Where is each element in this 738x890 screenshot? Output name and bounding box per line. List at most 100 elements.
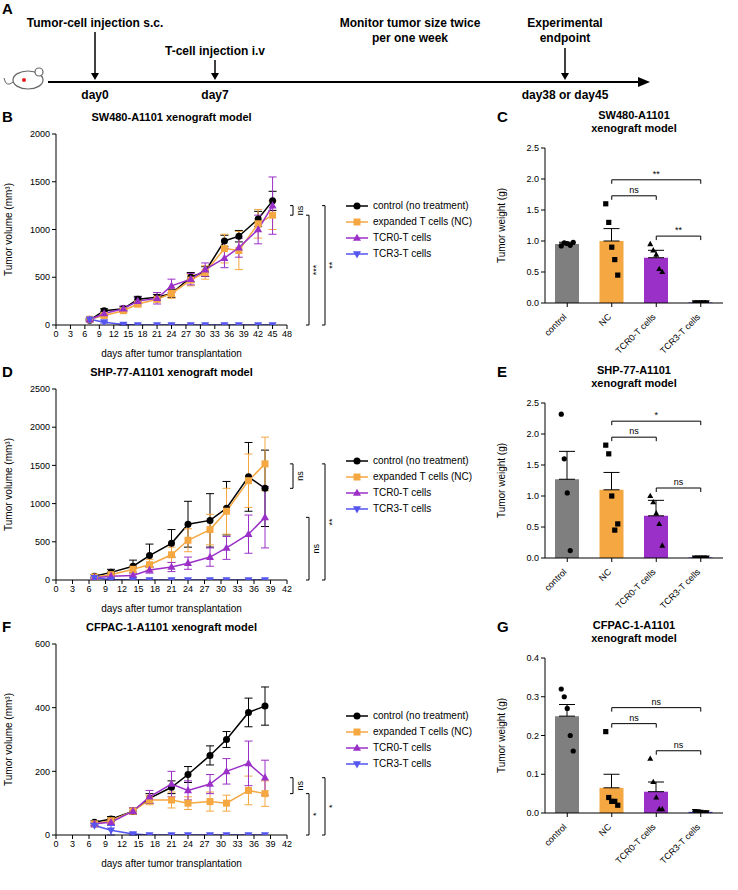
svg-text:2.0: 2.0 (526, 174, 539, 184)
svg-text:TCR3-T cells: TCR3-T cells (658, 566, 702, 610)
svg-text:ns: ns (674, 740, 684, 750)
svg-text:1.0: 1.0 (526, 491, 539, 501)
svg-text:ns: ns (295, 471, 305, 481)
svg-text:ns: ns (311, 543, 321, 553)
svg-text:**: ** (327, 261, 337, 269)
svg-text:0: 0 (45, 830, 50, 840)
svg-text:ns: ns (295, 205, 305, 215)
svg-text:*: * (327, 804, 337, 808)
svg-text:39: 39 (265, 839, 275, 849)
svg-text:ns: ns (674, 477, 684, 487)
svg-text:18: 18 (138, 329, 148, 339)
svg-text:**: ** (653, 169, 661, 179)
svg-text:2000: 2000 (30, 422, 50, 432)
svg-text:6: 6 (86, 584, 91, 594)
svg-text:12: 12 (109, 329, 119, 339)
svg-text:30: 30 (216, 839, 226, 849)
svg-text:ns: ns (295, 780, 305, 790)
svg-text:0.0: 0.0 (526, 808, 539, 818)
svg-text:18: 18 (150, 584, 160, 594)
svg-text:days after tumor transplantati: days after tumor transplantation (101, 858, 242, 869)
svg-text:39: 39 (239, 329, 249, 339)
svg-text:control: control (542, 567, 568, 593)
svg-text:36: 36 (249, 584, 259, 594)
svg-text:*: * (311, 812, 321, 816)
svg-text:9: 9 (97, 329, 102, 339)
svg-text:24: 24 (183, 584, 193, 594)
svg-text:1500: 1500 (30, 461, 50, 471)
svg-text:6: 6 (82, 329, 87, 339)
svg-text:1000: 1000 (30, 499, 50, 509)
svg-text:0: 0 (45, 575, 50, 585)
svg-text:Tumor weight (g): Tumor weight (g) (496, 698, 507, 773)
svg-text:6: 6 (86, 839, 91, 849)
svg-text:TCR0-T cells: TCR0-T cells (614, 566, 658, 610)
svg-text:**: ** (327, 518, 337, 526)
svg-text:15: 15 (133, 584, 143, 594)
svg-text:0.3: 0.3 (526, 692, 539, 702)
svg-text:21: 21 (166, 584, 176, 594)
svg-text:Tumor volume (mm³): Tumor volume (mm³) (3, 183, 14, 276)
svg-text:1500: 1500 (30, 177, 50, 187)
svg-text:24: 24 (183, 839, 193, 849)
svg-text:21: 21 (166, 839, 176, 849)
svg-text:12: 12 (117, 584, 127, 594)
svg-text:30: 30 (216, 584, 226, 594)
svg-text:**: ** (675, 225, 683, 235)
svg-text:0: 0 (53, 839, 58, 849)
svg-text:0.5: 0.5 (526, 522, 539, 532)
svg-text:24: 24 (166, 329, 176, 339)
svg-text:Tumor volume (mm³): Tumor volume (mm³) (3, 693, 14, 786)
svg-text:0.0: 0.0 (526, 298, 539, 308)
svg-text:2.0: 2.0 (526, 429, 539, 439)
svg-text:3: 3 (70, 584, 75, 594)
svg-text:ns: ns (629, 185, 639, 195)
svg-text:NC: NC (597, 311, 614, 328)
svg-text:27: 27 (199, 584, 209, 594)
svg-text:0.2: 0.2 (526, 731, 539, 741)
svg-text:45: 45 (268, 329, 278, 339)
svg-text:days after tumor transplantati: days after tumor transplantation (101, 348, 242, 359)
svg-text:days after tumor transplantati: days after tumor transplantation (101, 603, 242, 614)
svg-text:2.5: 2.5 (526, 143, 539, 153)
svg-text:18: 18 (150, 839, 160, 849)
svg-text:1.0: 1.0 (526, 236, 539, 246)
svg-text:42: 42 (282, 839, 292, 849)
svg-text:0.4: 0.4 (526, 653, 539, 663)
svg-text:9: 9 (103, 839, 108, 849)
svg-text:200: 200 (35, 767, 50, 777)
svg-text:NC: NC (597, 566, 614, 583)
svg-text:500: 500 (35, 537, 50, 547)
svg-text:1000: 1000 (30, 225, 50, 235)
svg-text:600: 600 (35, 639, 50, 649)
svg-text:TCR3-T cells: TCR3-T cells (658, 821, 702, 865)
svg-text:2.5: 2.5 (526, 398, 539, 408)
svg-text:Tumor weight (g): Tumor weight (g) (496, 443, 507, 518)
svg-text:0.1: 0.1 (526, 769, 539, 779)
svg-text:15: 15 (123, 329, 133, 339)
svg-text:42: 42 (253, 329, 263, 339)
svg-text:42: 42 (282, 584, 292, 594)
svg-text:***: *** (311, 264, 321, 275)
svg-text:Tumor volume (mm³): Tumor volume (mm³) (3, 438, 14, 531)
svg-text:27: 27 (199, 839, 209, 849)
svg-text:0: 0 (45, 320, 50, 330)
svg-text:TCR3-T cells: TCR3-T cells (658, 311, 702, 355)
svg-text:9: 9 (103, 584, 108, 594)
svg-text:36: 36 (224, 329, 234, 339)
svg-text:TCR0-T cells: TCR0-T cells (614, 311, 658, 355)
svg-text:1.5: 1.5 (526, 460, 539, 470)
svg-text:400: 400 (35, 703, 50, 713)
svg-text:27: 27 (181, 329, 191, 339)
svg-text:500: 500 (35, 272, 50, 282)
svg-text:12: 12 (117, 839, 127, 849)
svg-text:ns: ns (651, 697, 661, 707)
svg-text:33: 33 (232, 584, 242, 594)
svg-text:ns: ns (629, 426, 639, 436)
svg-text:3: 3 (70, 839, 75, 849)
svg-text:39: 39 (265, 584, 275, 594)
svg-text:21: 21 (152, 329, 162, 339)
svg-text:3: 3 (68, 329, 73, 339)
svg-text:0: 0 (53, 329, 58, 339)
svg-text:0.0: 0.0 (526, 553, 539, 563)
